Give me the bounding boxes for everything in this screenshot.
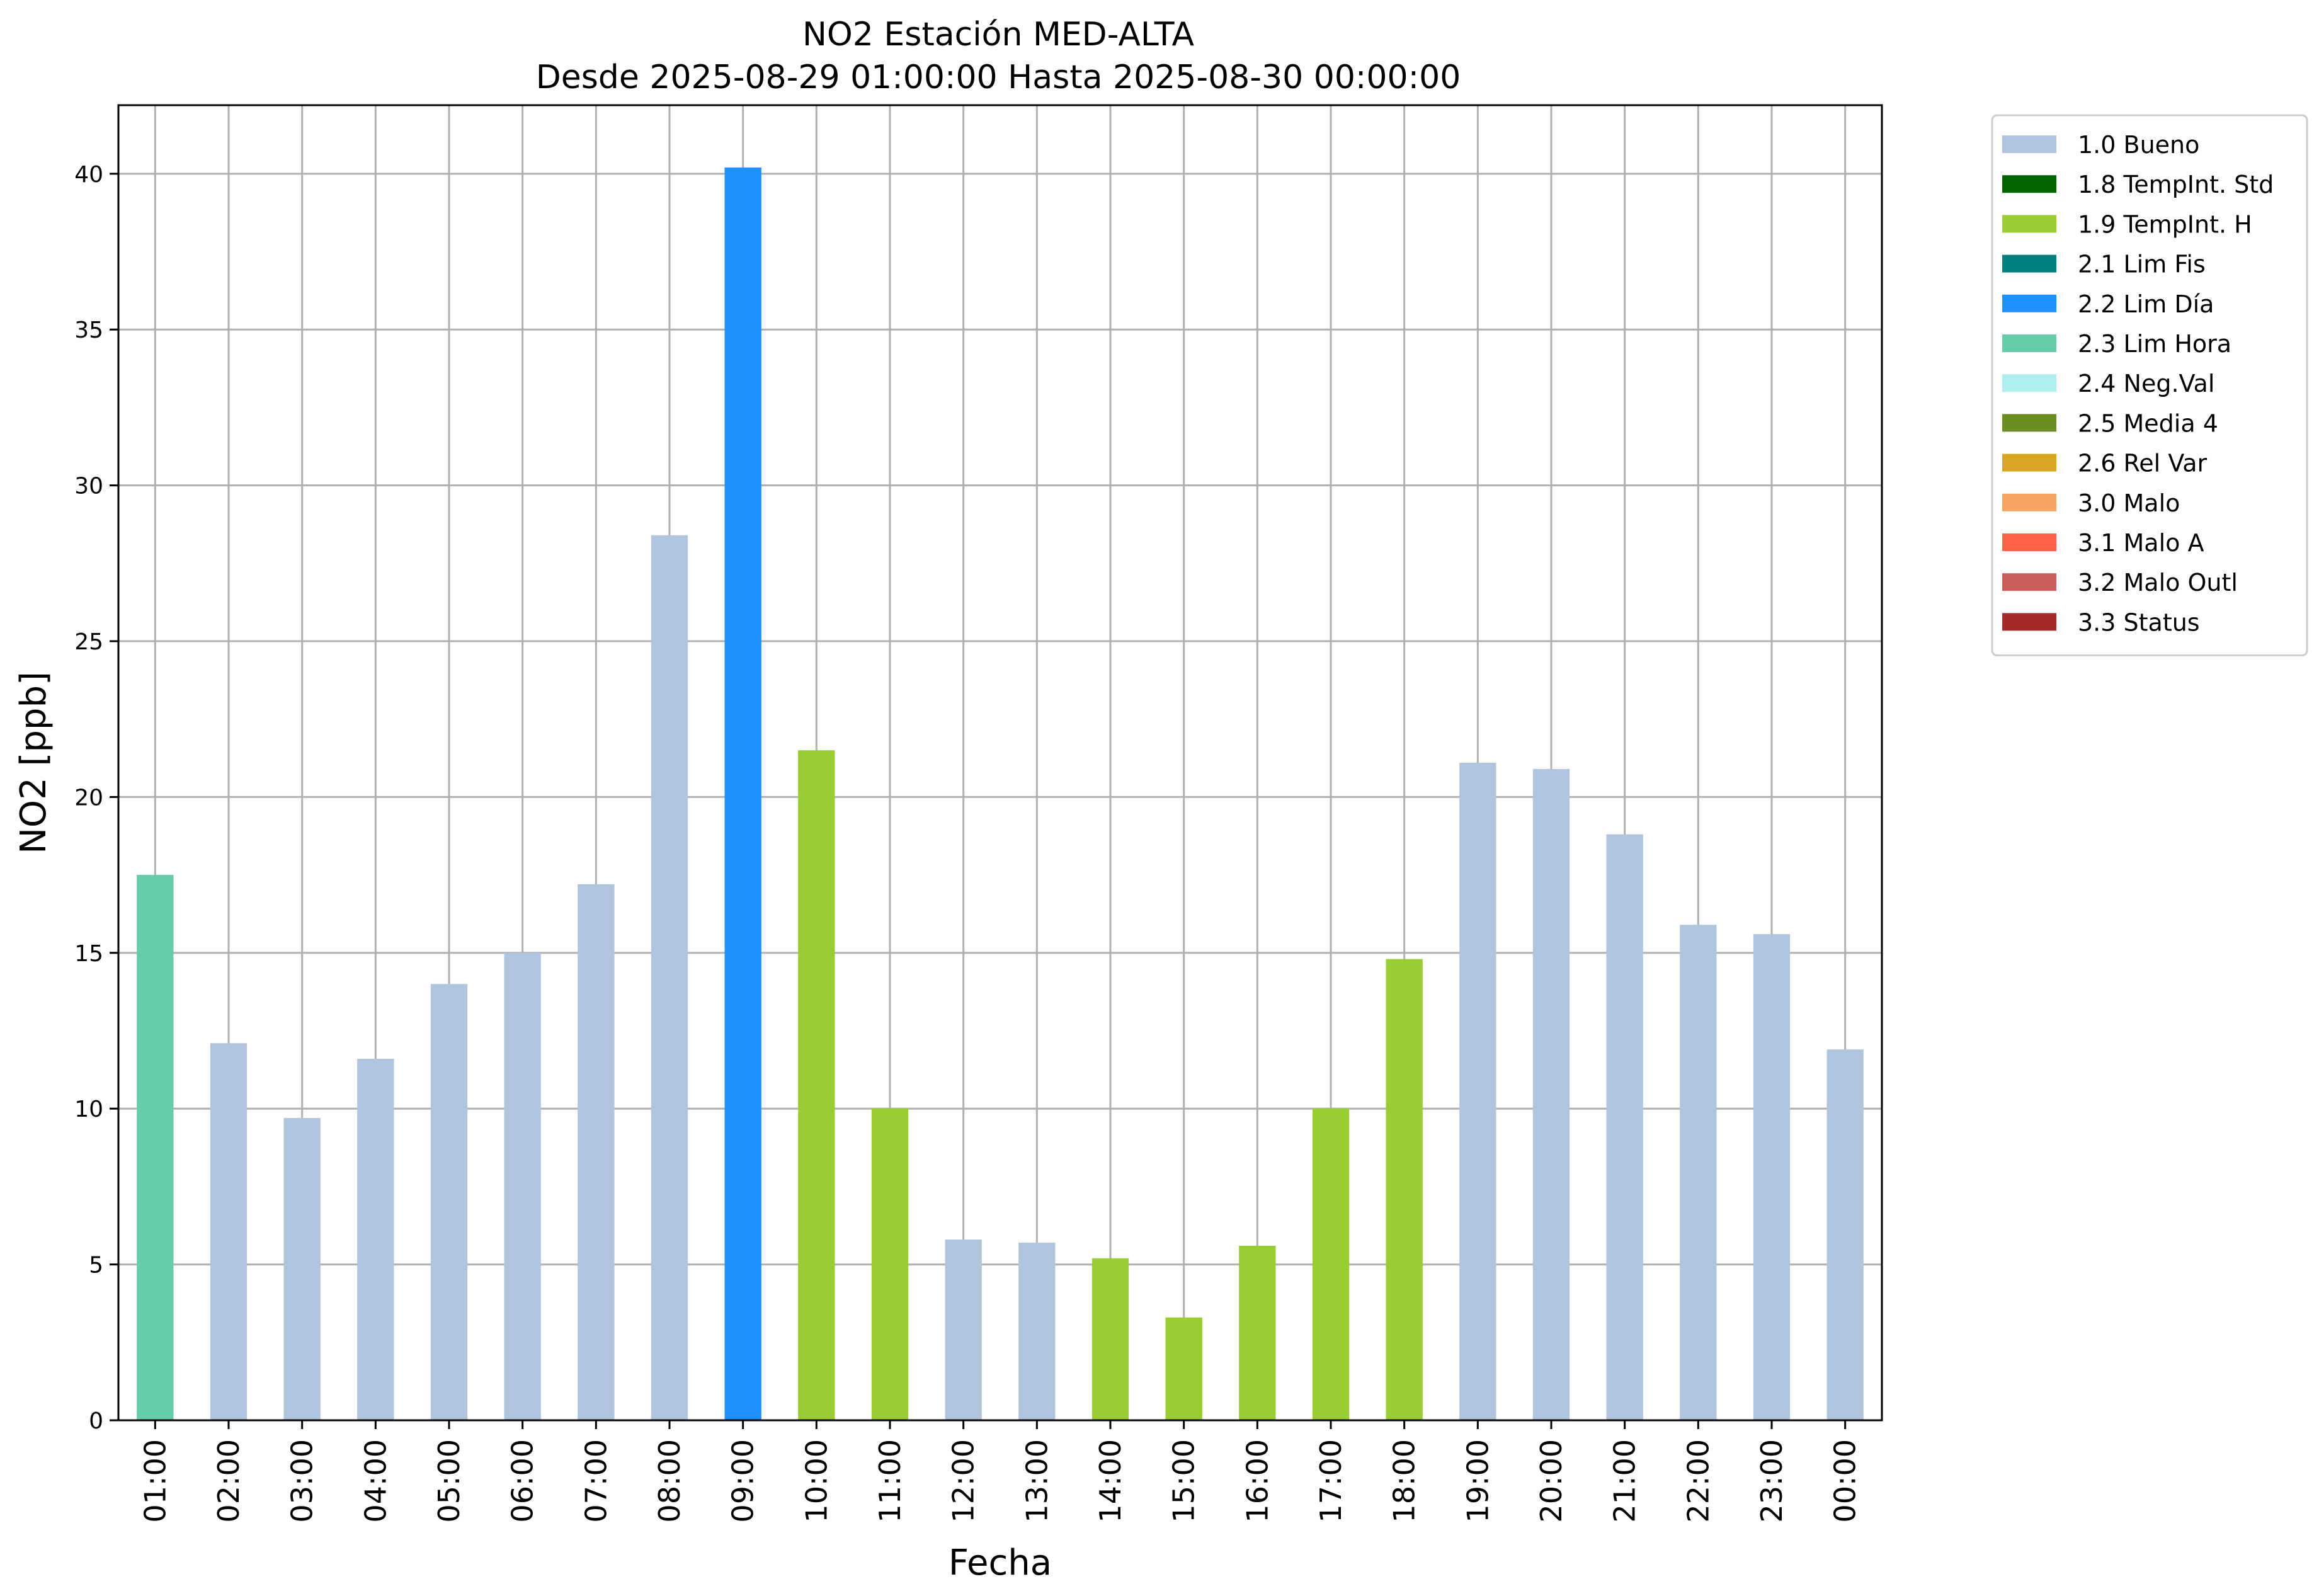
x-tick-label: 09:00 (726, 1439, 760, 1523)
chart-subtitle: Desde 2025-08-29 01:00:00 Hasta 2025-08-… (536, 59, 1461, 96)
x-tick-label: 11:00 (873, 1439, 907, 1523)
legend-label: 3.1 Malo A (2078, 529, 2204, 557)
legend-swatch (2002, 613, 2056, 631)
legend-label: 2.1 Lim Fis (2078, 251, 2206, 278)
legend-label: 3.2 Malo Outl (2078, 569, 2238, 596)
x-tick-label: 21:00 (1608, 1439, 1642, 1523)
bar-2200 (1680, 925, 1717, 1420)
legend-label: 2.5 Media 4 (2078, 409, 2218, 437)
bar-1300 (1018, 1242, 1056, 1420)
legend-swatch (2002, 135, 2056, 153)
x-tick-label: 02:00 (212, 1439, 246, 1523)
bar-1200 (945, 1240, 982, 1420)
bar-0500 (430, 984, 468, 1420)
x-tick-label: 23:00 (1755, 1439, 1789, 1523)
x-tick-label: 01:00 (138, 1439, 172, 1523)
legend-swatch (2002, 294, 2056, 312)
legend-label: 2.6 Rel Var (2078, 450, 2208, 477)
legend-swatch (2002, 493, 2056, 511)
bar-1600 (1239, 1245, 1276, 1420)
x-tick-label: 16:00 (1240, 1439, 1274, 1523)
bar-0000 (1826, 1049, 1864, 1420)
legend-label: 3.0 Malo (2078, 489, 2180, 517)
y-tick-label: 40 (74, 162, 103, 188)
legend-label: 1.9 TempInt. H (2078, 210, 2252, 238)
legend-swatch (2002, 334, 2056, 352)
bars (137, 167, 1864, 1421)
x-tick-label: 04:00 (358, 1439, 392, 1523)
bar-2100 (1606, 834, 1643, 1420)
x-tick-label: 17:00 (1314, 1439, 1348, 1523)
bar-0900 (724, 167, 761, 1421)
x-tick-label: 08:00 (652, 1439, 687, 1523)
x-tick-label: 06:00 (506, 1439, 540, 1523)
bar-1000 (798, 750, 835, 1420)
bar-2300 (1753, 934, 1791, 1420)
legend-swatch (2002, 175, 2056, 193)
legend-swatch (2002, 414, 2056, 432)
x-tick-label: 10:00 (799, 1439, 833, 1523)
y-tick-label: 0 (89, 1408, 103, 1434)
bar-2000 (1532, 768, 1570, 1420)
legend-swatch (2002, 374, 2056, 392)
y-tick-label: 5 (89, 1253, 103, 1279)
y-tick-label: 35 (74, 317, 103, 343)
x-axis-label: Fecha (949, 1542, 1052, 1583)
legend-swatch (2002, 533, 2056, 551)
bar-1800 (1386, 959, 1423, 1420)
y-tick-label: 25 (74, 629, 103, 655)
legend-label: 2.4 Neg.Val (2078, 370, 2214, 397)
bar-0200 (210, 1043, 248, 1420)
legend-label: 1.0 Bueno (2078, 131, 2199, 159)
y-tick-label: 30 (74, 474, 103, 499)
legend: 1.0 Bueno 1.8 TempInt. Std 1.9 TempInt. H 2… (1991, 114, 2308, 657)
y-axis-label: NO2 [ppb] (13, 671, 54, 854)
x-tick-label: 12:00 (947, 1439, 981, 1523)
bar-0800 (651, 535, 688, 1420)
x-tick-label: 13:00 (1020, 1439, 1054, 1523)
legend-box (1991, 114, 2308, 657)
bar-0400 (357, 1059, 394, 1420)
x-tick-label: 03:00 (285, 1439, 319, 1523)
legend-label: 3.3 Status (2078, 608, 2200, 636)
x-tick-label: 20:00 (1534, 1439, 1568, 1523)
legend-swatch (2002, 215, 2056, 233)
x-tick-label: 15:00 (1167, 1439, 1201, 1523)
legend-swatch (2002, 254, 2056, 273)
legend-swatch (2002, 453, 2056, 472)
legend-swatch (2002, 573, 2056, 591)
bar-1500 (1165, 1317, 1202, 1420)
x-axis-ticks: 01:00 02:00 03:00 04:00 05:00 06:00 07:00 08:00… (138, 1420, 1862, 1523)
x-tick-label: 14:00 (1093, 1439, 1127, 1523)
x-tick-label: 05:00 (432, 1439, 466, 1523)
y-tick-label: 20 (74, 785, 103, 811)
legend-label: 1.8 TempInt. Std (2078, 171, 2274, 198)
bar-0100 (137, 875, 174, 1420)
x-tick-label: 19:00 (1461, 1439, 1495, 1523)
bar-0600 (504, 952, 541, 1420)
x-tick-label: 07:00 (579, 1439, 613, 1523)
bar-1700 (1312, 1109, 1350, 1420)
legend-label: 2.3 Lim Hora (2078, 330, 2231, 358)
plot-frame (117, 104, 1883, 1422)
legend-label: 2.2 Lim Día (2078, 290, 2214, 318)
x-tick-label: 00:00 (1828, 1439, 1862, 1523)
bar-0700 (578, 884, 615, 1420)
chart-title: NO2 Estación MED-ALTA (802, 16, 1194, 54)
bar-1100 (871, 1109, 909, 1420)
bar-0300 (283, 1118, 321, 1420)
y-tick-label: 15 (74, 941, 103, 967)
bar-1400 (1091, 1258, 1129, 1420)
x-tick-label: 22:00 (1681, 1439, 1715, 1523)
y-axis-ticks: 0 5 10 15 20 25 30 35 40 (74, 162, 118, 1434)
bar-1900 (1459, 763, 1496, 1420)
y-tick-label: 10 (74, 1097, 103, 1122)
x-tick-label: 18:00 (1387, 1439, 1422, 1523)
